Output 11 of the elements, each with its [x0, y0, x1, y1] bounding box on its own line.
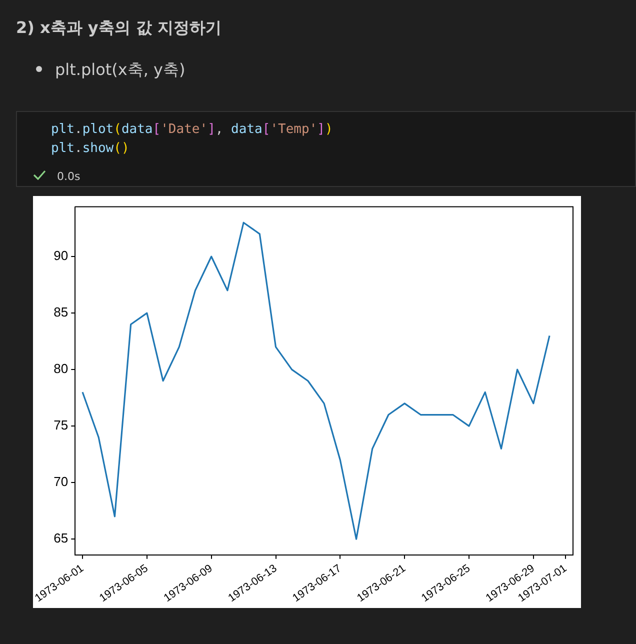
text: plt.show()	[51, 141, 130, 156]
chart-title: 2) x축과 y축의 값 지정하기	[16, 18, 222, 39]
y-tick-label: 85	[54, 304, 68, 320]
text: 0.0s	[57, 170, 80, 183]
y-tick-label: 80	[54, 361, 68, 376]
y-tick-label: 90	[54, 248, 68, 264]
y-tick-label: 70	[54, 474, 68, 490]
y-tick-label: 65	[54, 530, 68, 546]
chart-subtitle: plt.plot(x축, y축)	[55, 60, 186, 81]
text: plt.plot(data['Date'], data['Temp'])	[51, 122, 333, 137]
y-tick-label: 75	[54, 418, 68, 433]
